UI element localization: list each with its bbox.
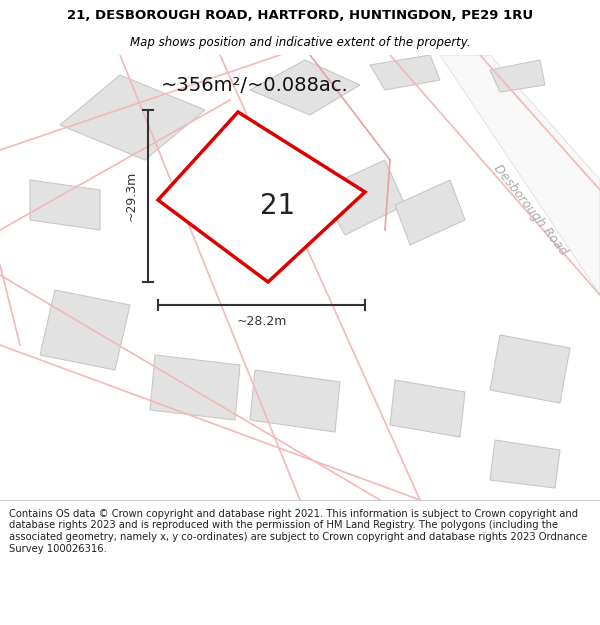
Polygon shape — [320, 160, 405, 235]
Polygon shape — [390, 55, 600, 160]
Polygon shape — [30, 180, 100, 230]
Text: Desborough Road: Desborough Road — [491, 162, 569, 258]
Polygon shape — [490, 60, 545, 92]
Polygon shape — [490, 440, 560, 488]
Polygon shape — [395, 180, 465, 245]
Text: ~29.3m: ~29.3m — [125, 171, 138, 221]
Text: 21, DESBOROUGH ROAD, HARTFORD, HUNTINGDON, PE29 1RU: 21, DESBOROUGH ROAD, HARTFORD, HUNTINGDO… — [67, 9, 533, 22]
Polygon shape — [250, 60, 360, 115]
Text: Map shows position and indicative extent of the property.: Map shows position and indicative extent… — [130, 36, 470, 49]
Polygon shape — [150, 355, 240, 420]
Text: ~356m²/~0.088ac.: ~356m²/~0.088ac. — [161, 76, 349, 95]
Text: 21: 21 — [260, 192, 295, 221]
Polygon shape — [440, 55, 600, 295]
Polygon shape — [60, 75, 205, 160]
Polygon shape — [430, 55, 600, 240]
Text: Contains OS data © Crown copyright and database right 2021. This information is : Contains OS data © Crown copyright and d… — [9, 509, 587, 554]
Polygon shape — [370, 55, 440, 90]
Polygon shape — [490, 335, 570, 403]
Polygon shape — [158, 112, 365, 282]
Polygon shape — [40, 290, 130, 370]
Polygon shape — [250, 370, 340, 432]
Polygon shape — [390, 380, 465, 437]
Text: ~28.2m: ~28.2m — [236, 315, 287, 328]
